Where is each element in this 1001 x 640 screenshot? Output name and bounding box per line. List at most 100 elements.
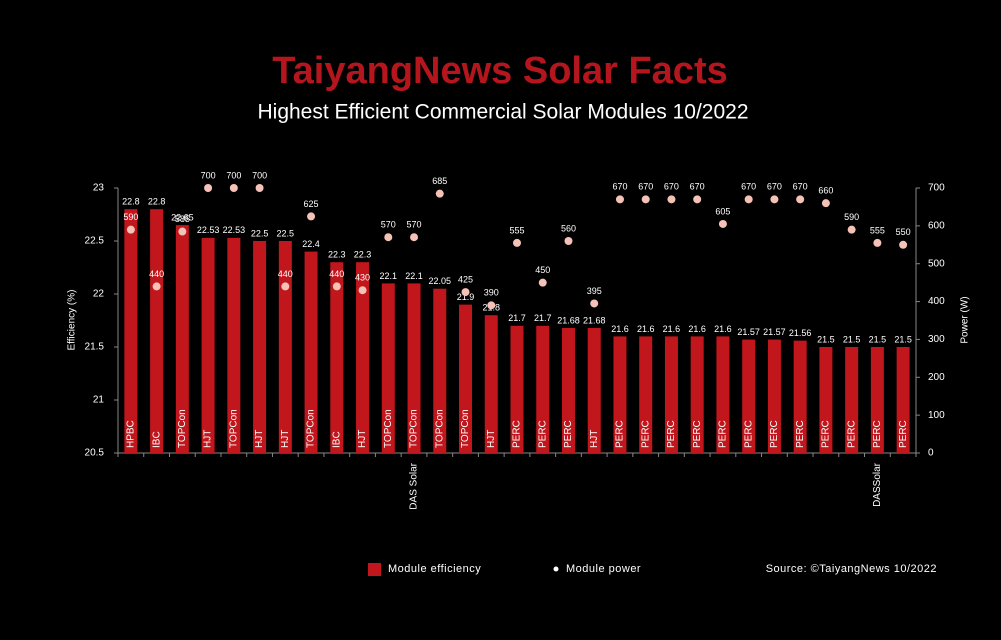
bar xyxy=(587,327,601,453)
y-tick-label: 22 xyxy=(93,289,105,300)
bar xyxy=(433,288,447,453)
technology-label: TOPCon xyxy=(460,409,471,448)
technology-label: PERC xyxy=(666,420,677,448)
bar-value-label: 22.1 xyxy=(405,271,423,281)
technology-label: PERC xyxy=(718,420,729,448)
y-tick-label: 23 xyxy=(93,183,105,194)
y2-tick-label: 500 xyxy=(928,258,945,269)
technology-label: PERC xyxy=(743,420,754,448)
technology-label: IBC xyxy=(151,431,162,448)
x-tick-label: DASSolar xyxy=(872,462,883,507)
dot-value-label: 395 xyxy=(587,286,602,296)
power-dot xyxy=(667,195,676,204)
dot-value-label: 555 xyxy=(870,225,885,235)
y2-tick-label: 700 xyxy=(928,183,945,194)
dot-value-label: 425 xyxy=(458,274,473,284)
bar xyxy=(845,347,859,453)
bar xyxy=(536,325,550,453)
bar xyxy=(690,336,704,453)
y2-tick-label: 600 xyxy=(928,220,945,231)
dot-value-label: 440 xyxy=(278,269,293,279)
power-dot xyxy=(615,195,624,204)
technology-label: PERC xyxy=(795,420,806,448)
bar-value-label: 21.5 xyxy=(843,334,861,344)
bar xyxy=(613,336,627,453)
bar xyxy=(227,237,241,453)
bar-value-label: 21.6 xyxy=(637,324,655,334)
bar xyxy=(175,225,189,453)
bar-value-label: 21.6 xyxy=(611,324,629,334)
bar-value-label: 22.8 xyxy=(148,197,166,207)
technology-label: PERC xyxy=(537,420,548,448)
power-dot xyxy=(641,195,650,204)
power-dot xyxy=(307,212,316,221)
y-tick-label: 20.5 xyxy=(85,448,105,459)
dot-value-label: 430 xyxy=(355,273,370,283)
bar-value-label: 22.1 xyxy=(380,271,398,281)
bar-value-label: 22.8 xyxy=(122,197,140,207)
dot-value-label: 585 xyxy=(175,214,190,224)
y2-tick-label: 400 xyxy=(928,296,945,307)
power-dot xyxy=(126,225,135,234)
bar xyxy=(767,339,781,453)
power-dot xyxy=(358,286,367,295)
bar xyxy=(459,304,473,453)
technology-label: PERC xyxy=(640,420,651,448)
y2-tick-label: 200 xyxy=(928,372,945,383)
dot-value-label: 450 xyxy=(535,265,550,275)
chart-title: TaiyangNews Solar Facts xyxy=(272,50,727,92)
bar xyxy=(561,327,575,453)
power-dot xyxy=(178,227,187,236)
bar xyxy=(150,209,164,453)
technology-label: TOPCon xyxy=(228,409,239,448)
bar-value-label: 21.56 xyxy=(789,328,812,338)
technology-label: PERC xyxy=(872,420,883,448)
technology-label: PERC xyxy=(563,420,574,448)
bar xyxy=(278,241,292,453)
y-axis-label: Efficiency (%) xyxy=(67,290,78,351)
dot-value-label: 590 xyxy=(844,212,859,222)
technology-label: PERC xyxy=(821,420,832,448)
source-note: Source: ©TaiyangNews 10/2022 xyxy=(766,563,937,575)
bar-value-label: 22.65 xyxy=(171,212,194,222)
power-dot xyxy=(487,301,496,310)
dot-value-label: 570 xyxy=(407,220,422,230)
chart-subtitle: Highest Efficient Commercial Solar Modul… xyxy=(257,101,748,124)
power-dot xyxy=(229,184,238,192)
dot-value-label: 555 xyxy=(509,225,524,235)
technology-label: HJT xyxy=(357,430,368,448)
bar xyxy=(793,340,807,453)
bar xyxy=(407,283,421,453)
dot-value-label: 670 xyxy=(612,182,627,192)
power-dot xyxy=(204,184,213,192)
legend-label: Module power xyxy=(566,563,641,575)
power-dot xyxy=(332,282,341,291)
bar xyxy=(356,262,370,453)
technology-label: HJT xyxy=(486,430,497,448)
bar-value-label: 21.6 xyxy=(688,324,706,334)
bar-value-label: 21.5 xyxy=(869,334,887,344)
bar xyxy=(124,209,138,453)
technology-label: IBC xyxy=(331,431,342,448)
technology-label: TOPCon xyxy=(383,409,394,448)
bar-value-label: 21.6 xyxy=(714,324,732,334)
bar xyxy=(381,283,395,453)
dot-value-label: 660 xyxy=(818,186,833,196)
technology-label: TOPCon xyxy=(177,409,188,448)
power-dot xyxy=(770,195,779,204)
power-dot xyxy=(847,225,856,234)
dot-value-label: 550 xyxy=(896,227,911,237)
dot-value-label: 590 xyxy=(123,212,138,222)
power-dot xyxy=(796,195,805,204)
bar xyxy=(819,347,833,453)
technology-label: TOPCon xyxy=(306,409,317,448)
dot-value-label: 390 xyxy=(484,288,499,298)
power-dot xyxy=(744,195,753,204)
technology-label: PERC xyxy=(615,420,626,448)
bar xyxy=(510,325,524,453)
dot-value-label: 685 xyxy=(432,176,447,186)
bar xyxy=(742,339,756,453)
bar xyxy=(330,262,344,453)
dot-value-label: 570 xyxy=(381,220,396,230)
technology-label: PERC xyxy=(769,420,780,448)
